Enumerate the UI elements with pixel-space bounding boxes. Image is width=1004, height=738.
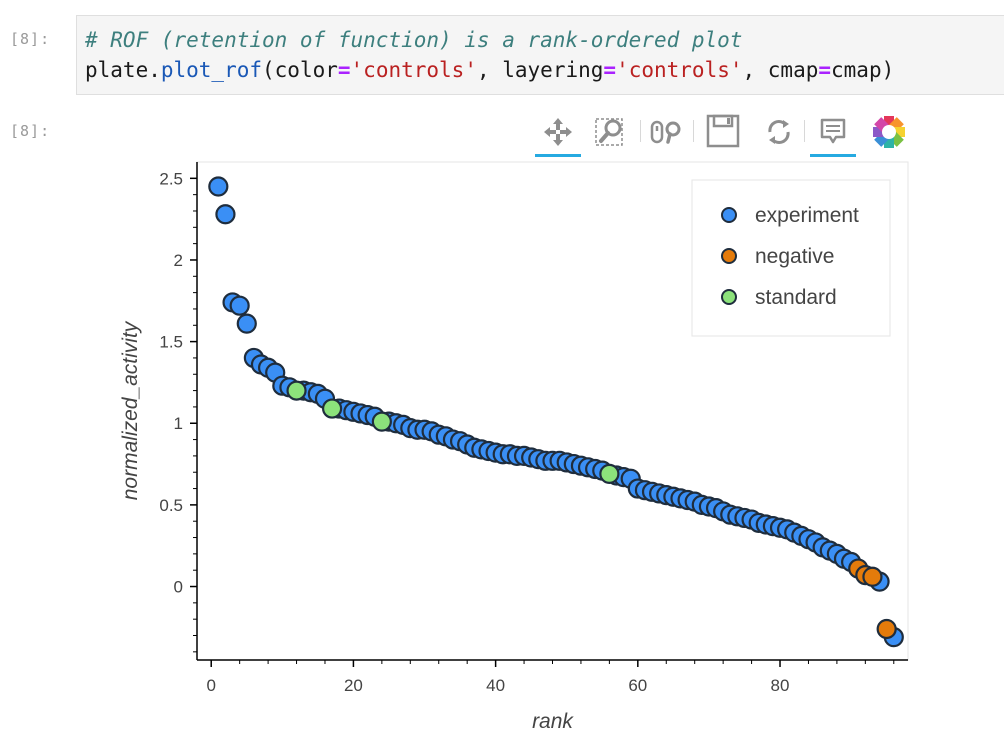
y-tick-label: 2 (174, 251, 183, 270)
toolbar-separator (640, 120, 641, 142)
code-operator: = (603, 58, 617, 82)
data-point-experiment (208, 176, 229, 197)
legend-label: experiment (755, 204, 859, 227)
legend-label: standard (755, 286, 837, 309)
x-tick-label: 0 (206, 676, 215, 695)
data-point-standard (321, 398, 343, 419)
x-tick-label: 80 (771, 676, 790, 695)
x-tick-label: 40 (486, 676, 505, 695)
legend-label: negative (755, 245, 834, 268)
y-tick-label: 1 (174, 414, 183, 433)
legend-marker (721, 207, 737, 223)
code-cell-input[interactable]: # ROF (retention of function) is a rank-… (76, 15, 1004, 95)
code-comment: # ROF (retention of function) is a rank-… (85, 28, 743, 52)
data-point-experiment (229, 295, 250, 316)
scatter-chart[interactable]: 0 0.5 1 1.5 2 2.5 0 20 40 60 80 normalized_activi… (0, 160, 1004, 738)
pan-tool-button[interactable] (535, 110, 581, 157)
bokeh-logo (873, 116, 905, 148)
toolbar-separator (804, 120, 805, 142)
reset-icon (768, 120, 790, 144)
reset-tool-button[interactable] (756, 110, 802, 154)
code-operator: = (337, 58, 351, 82)
y-tick-label: 0.5 (159, 496, 183, 515)
box-zoom-icon (595, 118, 623, 146)
wheel-zoom-tool-button[interactable] (643, 110, 689, 154)
code-function: plot_rof (160, 58, 263, 82)
y-tick-label: 1.5 (159, 333, 183, 352)
pan-icon (544, 118, 572, 146)
wheel-zoom-icon (650, 120, 681, 144)
data-point-experiment (236, 313, 257, 334)
data-point-experiment (215, 204, 236, 225)
save-icon (706, 114, 740, 148)
output-prompt: [8]: (10, 122, 51, 140)
hover-icon (820, 118, 846, 144)
legend-marker (721, 289, 737, 305)
x-axis-label: rank (532, 710, 574, 733)
data-point-standard (599, 463, 620, 484)
data-point-standard (371, 411, 392, 432)
box-zoom-tool-button[interactable] (588, 110, 634, 154)
x-axis: 0 20 40 60 80 (206, 660, 895, 695)
code-token: (color (262, 58, 338, 82)
y-axis: 0 0.5 1 1.5 2 2.5 (159, 169, 197, 653)
legend-box (691, 179, 891, 337)
y-tick-label: 2.5 (159, 169, 183, 188)
y-tick-label: 0 (174, 578, 183, 597)
data-point-negative (876, 618, 897, 640)
legend-marker (721, 248, 737, 264)
x-tick-label: 20 (344, 676, 363, 695)
code-string: 'controls' (616, 58, 743, 82)
code-operator: = (818, 58, 832, 82)
code-string: 'controls' (350, 58, 477, 82)
input-prompt: [8]: (10, 30, 51, 48)
x-tick-label: 60 (628, 676, 647, 695)
hover-tool-button[interactable] (810, 110, 856, 157)
legend: experiment negative standard (691, 179, 891, 337)
code-token: , layering (476, 58, 604, 82)
bokeh-logo-link[interactable] (866, 110, 912, 154)
toolbar-separator (693, 120, 694, 142)
save-tool-button[interactable] (700, 110, 746, 154)
code-token: , cmap (742, 58, 819, 82)
data-point-negative (862, 566, 883, 587)
data-point-standard (286, 380, 307, 401)
code-object: plate. (85, 58, 161, 82)
data-points (208, 176, 904, 648)
y-axis-label: normalized_activity (119, 320, 142, 500)
code-token: cmap) (831, 58, 895, 82)
